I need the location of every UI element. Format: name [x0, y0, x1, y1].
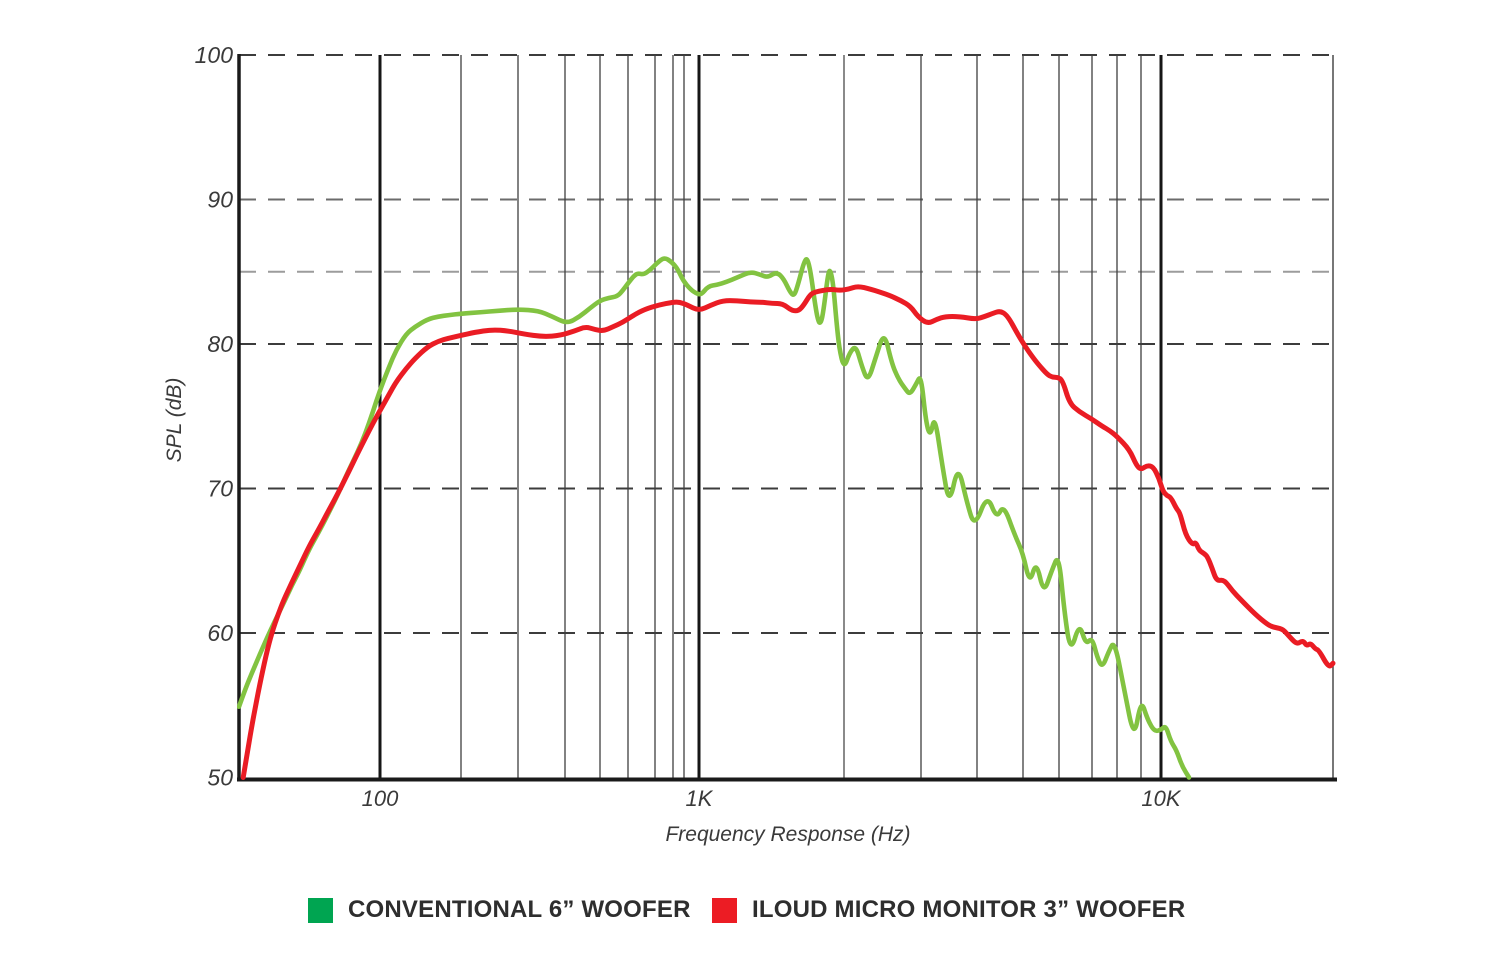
y-tick-label-60: 60 — [207, 620, 233, 646]
legend-item-iloud: ILOUD MICRO MONITOR 3” WOOFER — [712, 896, 1185, 924]
y-tick-label-70: 70 — [207, 476, 233, 502]
x-tick-label-100: 100 — [362, 786, 399, 811]
curve-iloud-micro-monitor-3in-woofer — [240, 284, 1336, 780]
legend-item-conventional: CONVENTIONAL 6” WOOFER — [308, 896, 691, 924]
legend-label-iloud: ILOUD MICRO MONITOR 3” WOOFER — [752, 896, 1186, 923]
x-tick-label-1K: 1K — [686, 786, 714, 811]
y-tick-labels: 100 90 80 70 60 50 — [195, 42, 234, 791]
curves — [237, 256, 1336, 780]
y-tick-label-100: 100 — [195, 42, 234, 68]
x-tick-label-10K: 10K — [1141, 786, 1181, 811]
curve-conventional-6in-woofer — [237, 256, 1192, 780]
axes — [237, 54, 1337, 782]
legend: CONVENTIONAL 6” WOOFER ILOUD MICRO MONIT… — [0, 896, 1500, 924]
red-swatch-icon — [712, 897, 737, 923]
x-tick-labels: 100 1K 10K — [362, 786, 1182, 811]
horizontal-gridlines — [239, 54, 1333, 634]
y-tick-label-50: 50 — [207, 765, 233, 791]
y-tick-label-80: 80 — [207, 331, 233, 357]
green-swatch-icon — [308, 897, 333, 923]
vertical-gridlines — [378, 55, 1163, 780]
y-axis-title: SPL (dB) — [163, 378, 186, 463]
x-axis-title: Frequency Response (Hz) — [665, 823, 910, 846]
y-tick-label-90: 90 — [207, 187, 233, 213]
legend-label-conventional: CONVENTIONAL 6” WOOFER — [348, 896, 691, 923]
